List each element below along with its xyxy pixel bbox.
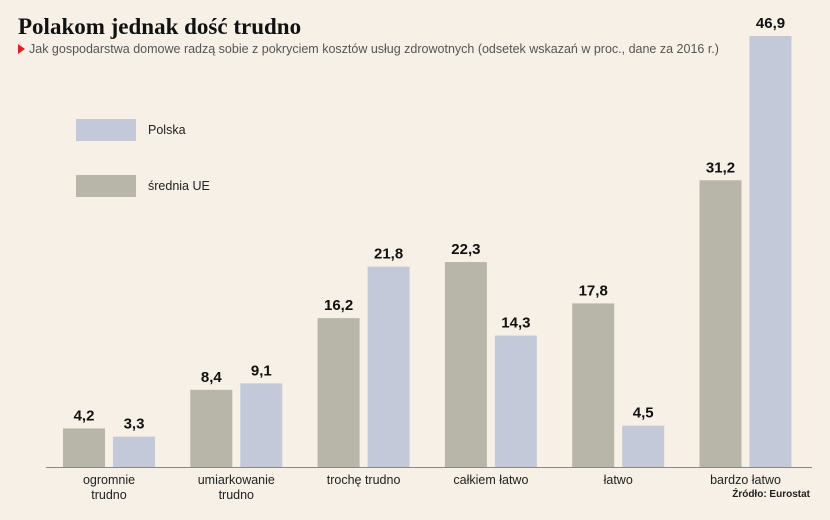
- bar-polska: [749, 36, 792, 467]
- category-label: umiarkowanie: [198, 473, 275, 487]
- category-label: trochę trudno: [327, 473, 401, 487]
- bar-polska: [113, 436, 155, 467]
- bar-srednia-ue: [63, 428, 105, 467]
- value-label-polska: 3,3: [124, 416, 145, 433]
- category-label: ogromnie: [83, 473, 135, 487]
- legend-swatch-polska: [76, 119, 136, 141]
- bar-srednia-ue: [699, 180, 742, 468]
- bar-polska: [367, 266, 410, 467]
- bar-srednia-ue: [572, 303, 615, 467]
- category-label: trudno: [219, 488, 254, 502]
- chart-subtitle: Jak gospodarstwa domowe radzą sobie z po…: [18, 42, 719, 56]
- value-label-polska: 21,8: [374, 246, 403, 263]
- category-label: trudno: [91, 488, 126, 502]
- category-label: łatwo: [604, 473, 633, 487]
- value-label-srednia-ue: 31,2: [706, 159, 735, 176]
- chart-subtitle-text: Jak gospodarstwa domowe radzą sobie z po…: [29, 42, 719, 56]
- chart-title: Polakom jednak dość trudno: [18, 14, 302, 39]
- legend-label-srednia-ue: średnia UE: [148, 179, 210, 193]
- value-label-polska: 9,1: [251, 362, 272, 379]
- category-label: bardzo łatwo: [710, 473, 781, 487]
- bar-srednia-ue: [317, 318, 360, 467]
- bar-srednia-ue: [190, 389, 233, 467]
- value-label-polska: 4,5: [633, 405, 654, 422]
- red-triangle-icon: [18, 44, 25, 54]
- value-label-srednia-ue: 16,2: [324, 297, 353, 314]
- bar-polska: [240, 383, 283, 467]
- value-label-srednia-ue: 4,2: [74, 407, 95, 424]
- value-label-polska: 46,9: [756, 15, 785, 32]
- value-label-polska: 14,3: [501, 315, 530, 332]
- bar-srednia-ue: [444, 262, 487, 467]
- legend-label-polska: Polska: [148, 123, 186, 137]
- value-label-srednia-ue: 17,8: [579, 282, 608, 299]
- bar-polska: [494, 335, 537, 467]
- legend-swatch-srednia-ue: [76, 175, 136, 197]
- value-label-srednia-ue: 8,4: [201, 369, 223, 386]
- bar-polska: [622, 425, 665, 467]
- category-label: całkiem łatwo: [453, 473, 528, 487]
- source-note: Źródło: Eurostat: [732, 489, 810, 500]
- value-label-srednia-ue: 22,3: [451, 241, 480, 258]
